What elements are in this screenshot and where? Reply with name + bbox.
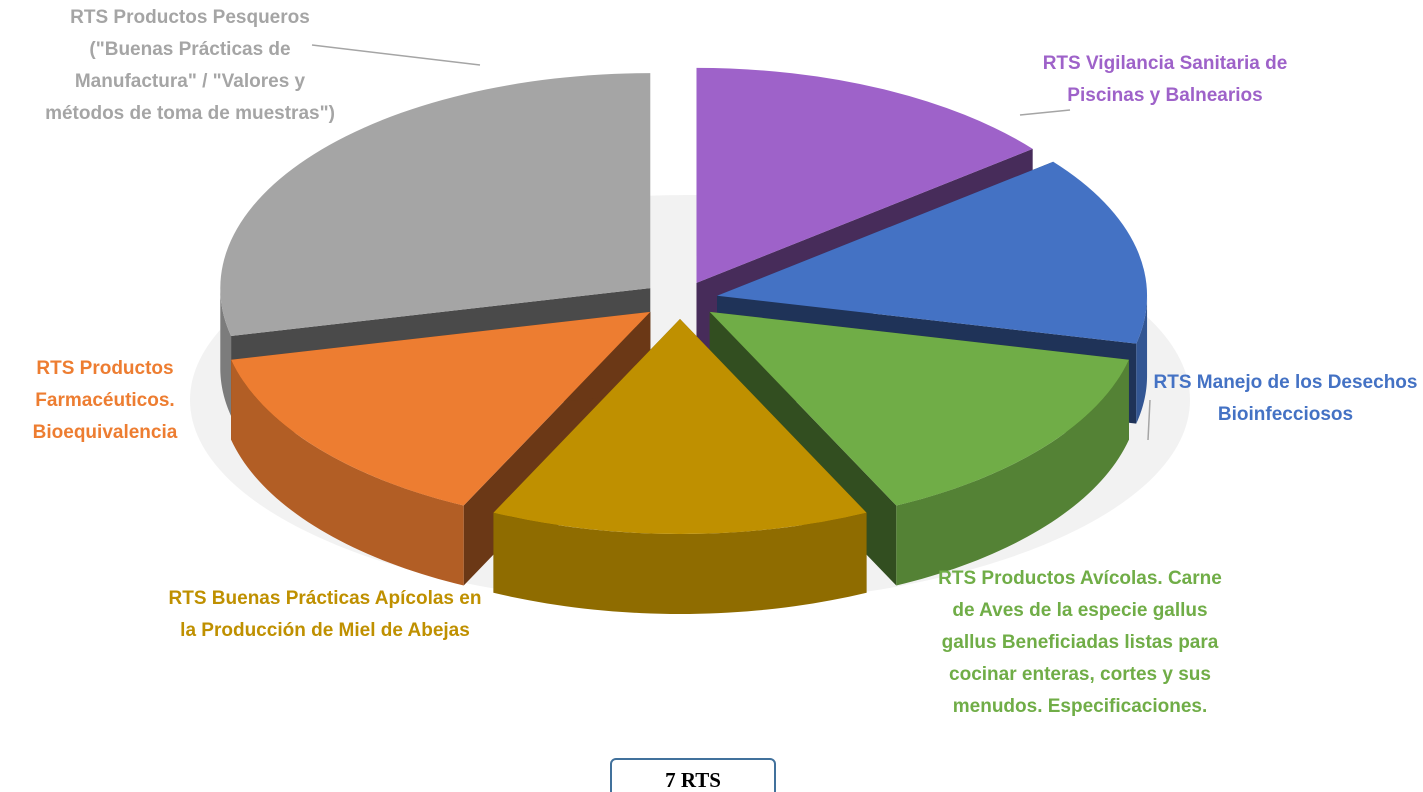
slice-wall	[493, 512, 867, 614]
pie-slice	[696, 67, 1033, 283]
slice-label: RTS Vigilancia Sanitaria de Piscinas y B…	[1042, 53, 1288, 106]
slice-wall	[231, 359, 464, 586]
pie-slice	[231, 311, 651, 506]
slices	[220, 67, 1148, 614]
pie-slice	[709, 311, 1129, 506]
slice-label: RTS Productos Pesqueros ("Buenas Práctic…	[45, 7, 335, 124]
leader-line	[311, 44, 481, 66]
pie-slice	[717, 161, 1148, 344]
slice-label: RTS Productos Avícolas. Carne de Aves de…	[938, 568, 1222, 717]
leader-line	[1147, 399, 1151, 441]
slice-wall	[220, 288, 232, 416]
pie-slice	[220, 73, 651, 336]
slice-label: RTS Productos Farmacéuticos. Bioequivale…	[32, 358, 178, 443]
slice-label: RTS Buenas Prácticas Apícolas en la Prod…	[168, 588, 482, 641]
annotation: 7 RTS APROBADOS	[610, 758, 776, 792]
pie-slice	[493, 319, 867, 534]
slice-wall	[896, 359, 1129, 586]
slice-wall	[1136, 295, 1148, 424]
leader-line	[1019, 109, 1071, 116]
slice-label: RTS Manejo de los Desechos Bioinfeccioso…	[1153, 372, 1418, 425]
